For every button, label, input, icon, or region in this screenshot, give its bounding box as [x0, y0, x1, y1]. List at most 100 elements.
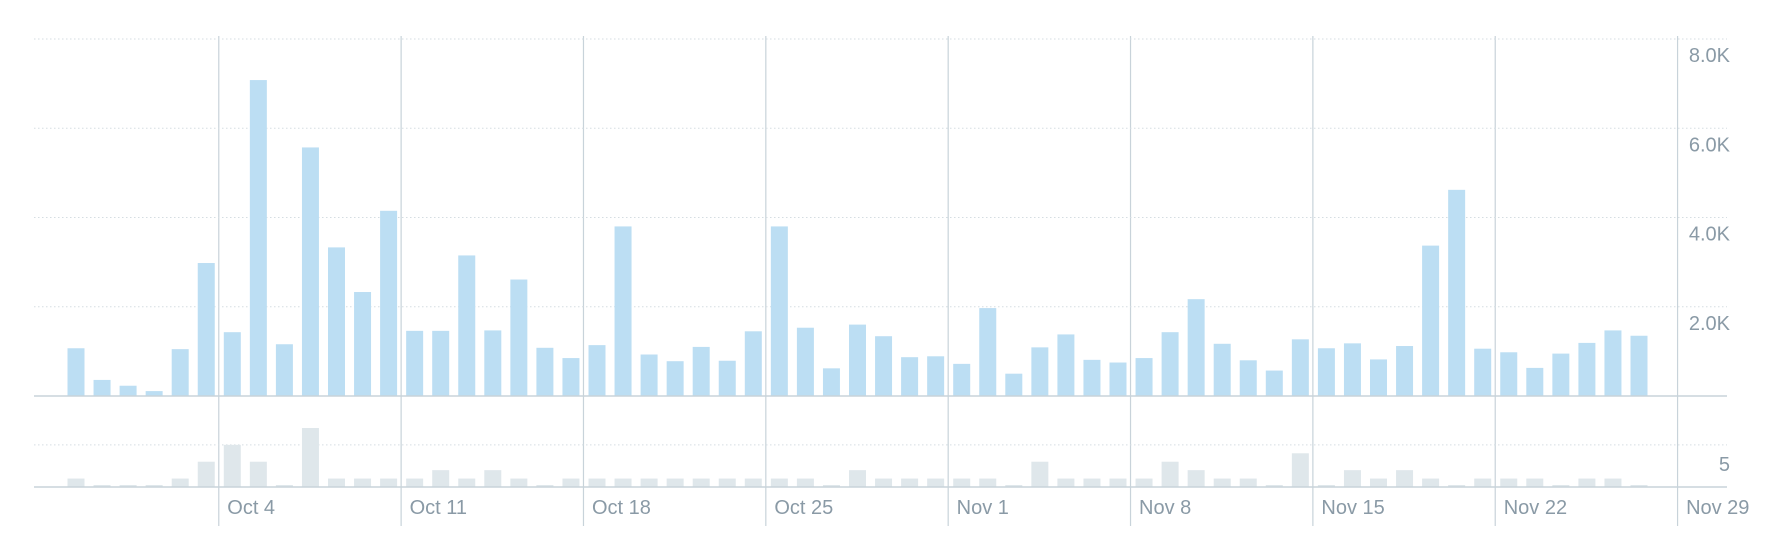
sub-bar — [1005, 485, 1023, 487]
main-bar — [1604, 330, 1622, 396]
main-y-tick-label: 8.0K — [1689, 45, 1731, 67]
sub-bar — [275, 485, 293, 487]
main-bar — [901, 357, 919, 396]
sub-bar — [1370, 478, 1387, 487]
sub-bar — [1396, 470, 1414, 487]
sub-bar — [1057, 478, 1075, 487]
sub-bar — [432, 470, 450, 487]
axis-lines — [34, 395, 1727, 488]
main-y-tick-label: 2.0K — [1689, 313, 1731, 335]
main-bar — [119, 385, 137, 396]
main-bar — [796, 327, 814, 396]
main-bar — [1031, 347, 1049, 396]
sub-bar — [1578, 478, 1596, 487]
main-bar — [1265, 370, 1283, 396]
main-bar — [849, 324, 866, 396]
sub-bar — [119, 485, 137, 487]
sub-bar — [1474, 478, 1492, 487]
x-tick-label: Oct 11 — [410, 497, 467, 519]
sub-bar — [1083, 478, 1101, 487]
x-tick-label: Nov 29 — [1686, 497, 1749, 519]
sub-bar — [1291, 453, 1309, 487]
main-bar — [1187, 299, 1205, 396]
sub-bar — [1343, 470, 1361, 487]
sub-bar — [1552, 485, 1570, 487]
sub-bar — [1500, 478, 1518, 487]
main-bar — [718, 360, 736, 396]
main-y-tick-labels: 2.0K 4.0K 6.0K 8.0K — [1689, 45, 1731, 335]
main-bar — [588, 345, 606, 396]
sub-bar — [93, 485, 111, 487]
main-bar — [562, 358, 580, 396]
main-bar — [744, 331, 762, 396]
sub-bar — [588, 478, 606, 487]
main-bar — [1005, 373, 1023, 396]
main-bar — [1552, 353, 1570, 396]
sub-bar — [901, 478, 919, 487]
sub-y-tick-label: 5 — [1719, 454, 1730, 476]
x-tick-label: Nov 8 — [1139, 497, 1191, 519]
main-bar — [1213, 343, 1231, 396]
sub-bar — [770, 478, 788, 487]
main-y-tick-label: 4.0K — [1689, 224, 1731, 246]
sub-bar — [1031, 461, 1049, 487]
sub-bar — [67, 478, 85, 487]
main-y-tick-label: 6.0K — [1689, 134, 1731, 156]
main-bar — [93, 379, 111, 396]
x-tick-label: Oct 25 — [774, 497, 833, 519]
main-bar — [1578, 342, 1596, 396]
sub-bar — [822, 485, 840, 487]
main-bar — [692, 346, 710, 396]
sub-bar — [145, 485, 163, 487]
main-horizontal-gridlines — [34, 38, 1727, 308]
main-bar — [197, 263, 215, 396]
main-bar — [145, 391, 163, 396]
sub-bar — [354, 478, 372, 487]
sub-bar — [1187, 470, 1205, 487]
sub-bar — [223, 444, 241, 487]
sub-bar — [328, 478, 345, 487]
main-bar — [1526, 367, 1544, 396]
main-bar — [432, 330, 450, 396]
sub-bar — [1265, 485, 1283, 487]
sub-bar — [718, 478, 736, 487]
main-bar — [1630, 335, 1648, 396]
main-bar — [1422, 245, 1440, 396]
sub-bar — [927, 478, 945, 487]
main-bar — [822, 368, 840, 396]
main-bar — [1083, 359, 1101, 396]
x-tick-label: Nov 22 — [1504, 497, 1567, 519]
main-bar — [171, 349, 189, 396]
sub-bar — [510, 478, 528, 487]
sub-bar — [406, 478, 424, 487]
x-tick-label: Nov 1 — [957, 497, 1009, 519]
sub-bar — [1317, 485, 1335, 487]
main-bar — [614, 226, 632, 396]
sub-bar — [1526, 478, 1544, 487]
main-bar — [1135, 358, 1153, 396]
main-bar — [1343, 343, 1361, 396]
main-bar — [1370, 359, 1387, 396]
x-tick-label: Oct 18 — [592, 497, 651, 519]
sub-bars — [67, 428, 1648, 487]
sub-bar — [692, 478, 710, 487]
main-bar — [380, 210, 398, 396]
sub-bar — [197, 461, 215, 487]
sub-bar — [1135, 478, 1153, 487]
sub-bar — [796, 478, 814, 487]
sub-bar — [1604, 478, 1622, 487]
main-bar — [1500, 352, 1518, 396]
main-bar — [354, 292, 372, 396]
main-bar — [328, 247, 345, 396]
main-bar — [1448, 189, 1466, 396]
main-bar — [406, 330, 424, 396]
main-bar — [1474, 348, 1492, 396]
sub-bar — [640, 478, 658, 487]
sub-bar — [380, 478, 398, 487]
sub-bar — [1630, 485, 1648, 487]
sub-bar — [458, 478, 476, 487]
main-bar — [927, 356, 945, 396]
sub-bar — [1109, 478, 1127, 487]
main-bar — [67, 348, 85, 396]
